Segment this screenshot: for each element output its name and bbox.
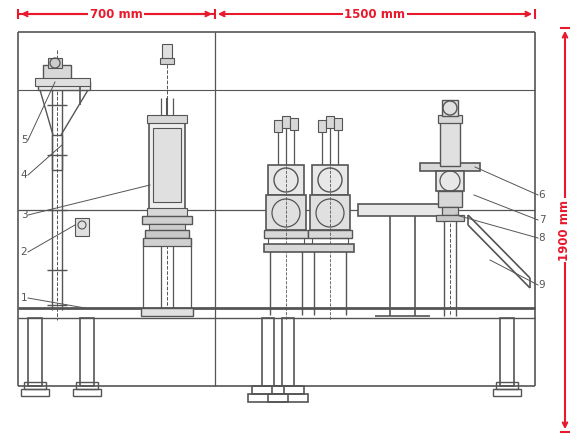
Bar <box>21 389 49 396</box>
Bar <box>48 58 62 68</box>
Text: 7: 7 <box>539 215 545 225</box>
Bar <box>442 100 458 116</box>
Bar <box>440 120 460 166</box>
Bar <box>28 318 42 386</box>
Bar <box>24 382 46 389</box>
Bar <box>438 191 462 207</box>
Bar <box>266 195 306 230</box>
Text: 1500 mm: 1500 mm <box>345 8 406 20</box>
Bar <box>264 244 354 252</box>
Bar <box>282 116 290 128</box>
Bar <box>141 308 193 316</box>
Bar <box>38 82 90 90</box>
Bar <box>290 118 298 130</box>
Bar <box>312 238 348 246</box>
Bar <box>262 318 274 386</box>
Text: 700 mm: 700 mm <box>89 8 142 20</box>
Bar <box>334 118 342 130</box>
Text: 2: 2 <box>21 247 27 257</box>
Bar <box>318 120 326 132</box>
Bar <box>326 116 334 128</box>
Bar <box>442 207 458 215</box>
Bar <box>76 382 98 389</box>
Bar <box>248 394 288 402</box>
Text: 9: 9 <box>539 280 545 290</box>
Bar <box>310 195 350 230</box>
Bar <box>272 386 304 394</box>
Bar <box>153 128 181 202</box>
Bar <box>73 389 101 396</box>
Bar <box>420 163 480 171</box>
Bar <box>149 224 185 234</box>
Bar <box>268 238 304 246</box>
Bar <box>162 44 172 62</box>
Bar <box>436 215 464 221</box>
Bar <box>80 318 94 386</box>
Bar <box>164 210 170 218</box>
Text: 1900 mm: 1900 mm <box>559 199 572 261</box>
Text: 8: 8 <box>539 233 545 243</box>
Bar <box>500 318 514 386</box>
Bar <box>35 78 90 86</box>
Text: 1: 1 <box>21 293 27 303</box>
Text: 3: 3 <box>21 210 27 220</box>
Bar <box>160 58 174 64</box>
Bar <box>147 208 187 216</box>
Text: 6: 6 <box>539 190 545 200</box>
Bar <box>52 135 62 170</box>
Bar <box>145 230 189 238</box>
Bar <box>268 165 304 195</box>
Bar <box>312 165 348 195</box>
Bar <box>308 230 352 238</box>
Bar <box>142 216 192 224</box>
Bar <box>282 318 294 386</box>
Bar <box>274 120 282 132</box>
Text: 4: 4 <box>21 170 27 180</box>
Text: 5: 5 <box>21 135 27 145</box>
Bar <box>436 171 464 191</box>
Bar <box>493 389 521 396</box>
Bar <box>252 386 284 394</box>
Bar <box>149 120 185 210</box>
Bar <box>43 65 71 83</box>
Bar <box>147 115 187 123</box>
Bar <box>496 382 518 389</box>
Bar <box>143 238 191 246</box>
Bar <box>268 394 308 402</box>
Bar <box>264 230 308 238</box>
Bar <box>358 204 458 216</box>
Bar <box>438 115 462 123</box>
Bar <box>75 218 89 236</box>
